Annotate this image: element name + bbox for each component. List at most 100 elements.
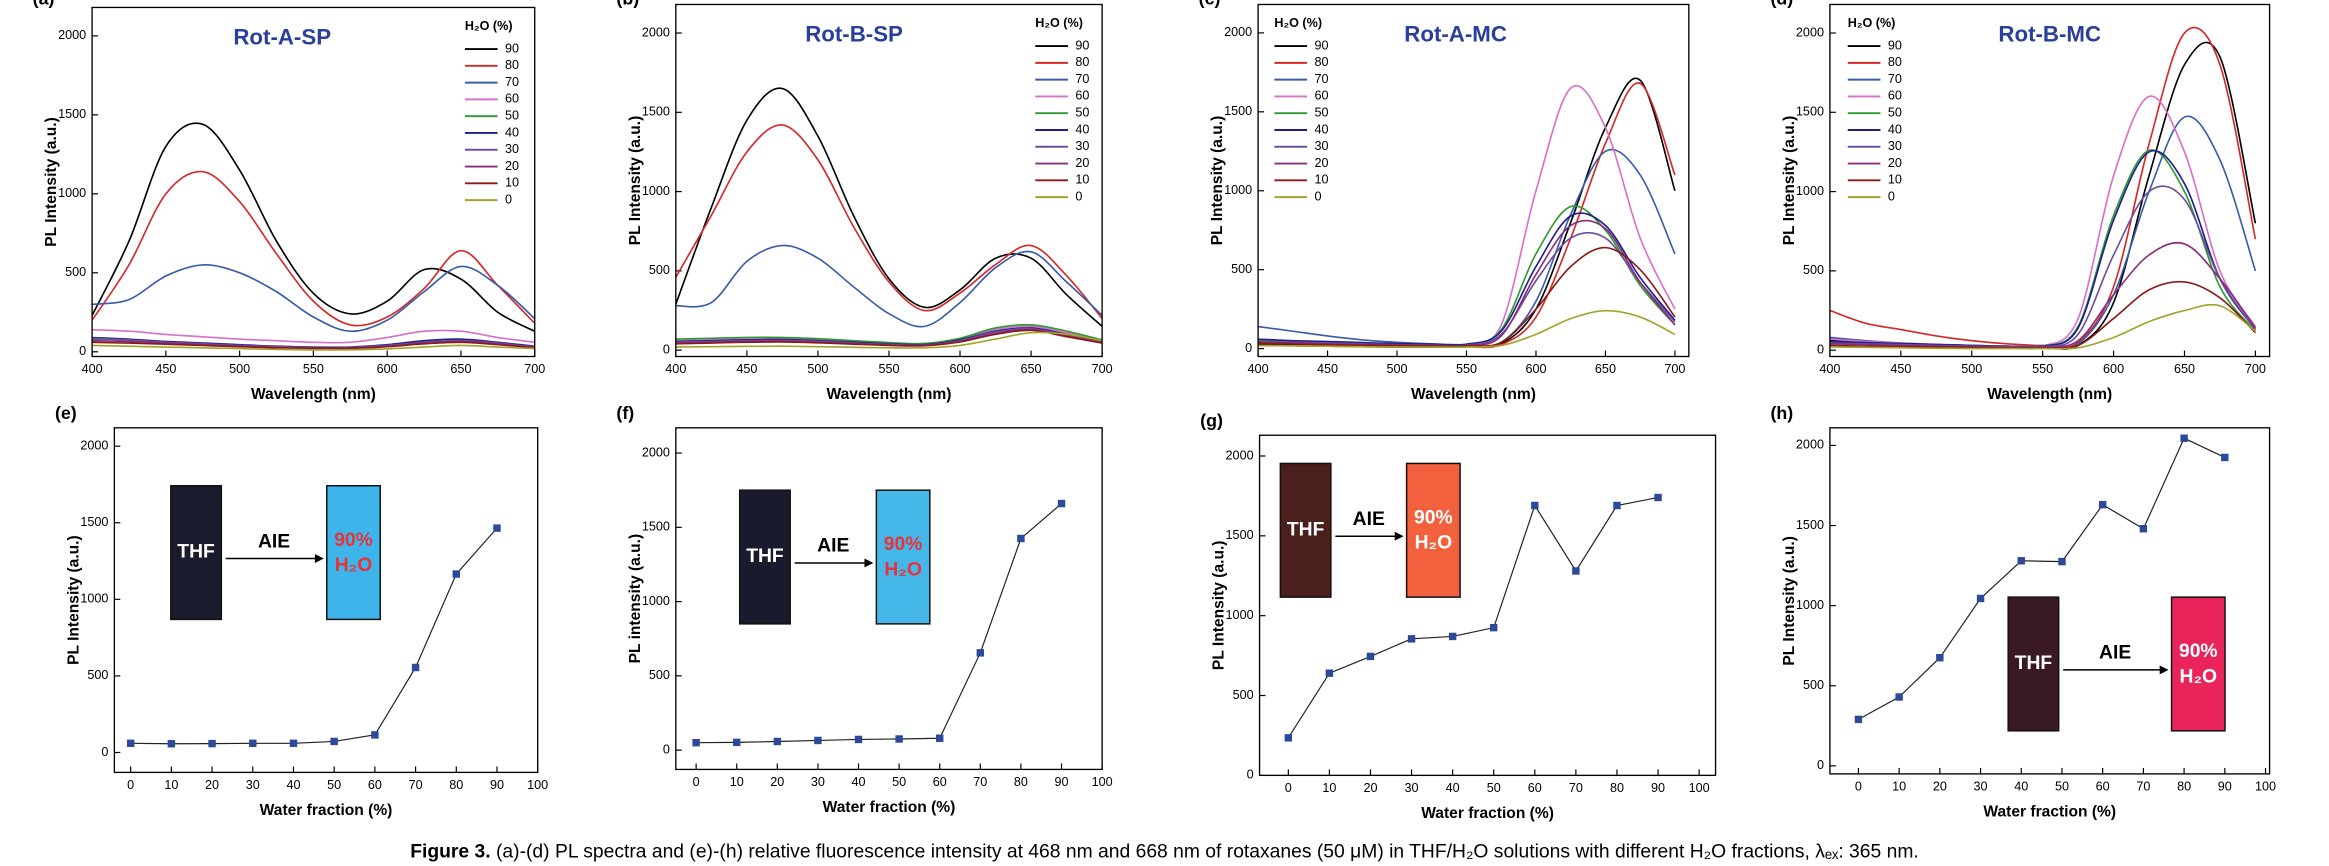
marker [2058, 557, 2066, 566]
y-tick-label: 1000 [1796, 598, 1824, 612]
series-line [675, 87, 1103, 327]
panel-label: (a) [33, 0, 55, 9]
chart-title: Rot-A-MC [1404, 22, 1507, 47]
x-tick-label: 400 [1248, 362, 1269, 376]
y-tick-label: 1500 [642, 520, 670, 534]
legend-label: 0 [1888, 189, 1895, 203]
marker [1572, 567, 1580, 575]
x-axis-label: Wavelength (nm) [251, 386, 376, 403]
legend-label: 20 [1315, 156, 1329, 170]
x-tick-label: 500 [807, 362, 828, 376]
x-tick-label: 500 [1961, 362, 1982, 376]
y-tick-label: 0 [663, 342, 670, 356]
marker [208, 739, 216, 748]
x-axis-label: Water fraction (%) [260, 802, 393, 819]
marker [1936, 654, 1944, 662]
vial-dark [2007, 596, 2060, 732]
marker [1613, 501, 1621, 510]
y-tick-label: 1500 [1796, 105, 1824, 119]
series-line [91, 264, 536, 333]
panel-label: (d) [1771, 0, 1794, 9]
x-tick-label: 10 [1322, 781, 1336, 795]
inset-to: 90% [1414, 508, 1453, 529]
x-tick-label: 100 [1689, 781, 1710, 795]
series-line [1829, 241, 2257, 349]
plot-frame [113, 427, 539, 774]
plot-frame [1257, 3, 1690, 358]
panel-label: (b) [616, 0, 639, 9]
legend-label: 0 [1315, 189, 1322, 203]
legend-label: 60 [505, 92, 519, 106]
legend-label: 60 [1075, 89, 1089, 103]
series-line [91, 170, 536, 327]
series-line [91, 122, 536, 332]
x-tick-label: 450 [736, 362, 757, 376]
y-tick-label: 2000 [642, 25, 670, 39]
series-line [696, 503, 1062, 744]
y-tick-label: 1500 [642, 105, 670, 119]
inset-to: 90% [884, 534, 923, 555]
inset-from: THF [177, 542, 215, 563]
y-tick-label: 500 [1233, 688, 1254, 702]
x-tick-label: 70 [973, 775, 987, 789]
marker [2017, 557, 2025, 565]
series-line [130, 527, 498, 745]
x-axis-label: Wavelength (nm) [827, 386, 952, 403]
marker [976, 649, 985, 657]
legend-label: 30 [505, 142, 519, 156]
legend-title: H₂O (%) [465, 19, 513, 33]
x-tick-label: 60 [1528, 781, 1542, 795]
x-tick-label: 700 [524, 362, 545, 376]
series-line [1258, 212, 1676, 346]
marker [733, 738, 741, 747]
inset-arrow-label: AIE [2099, 643, 2131, 664]
inset-to: 90% [334, 530, 373, 551]
series-line [1829, 149, 2257, 349]
x-tick-label: 30 [246, 778, 260, 792]
y-tick-label: 0 [1817, 342, 1824, 356]
legend-label: 70 [505, 75, 519, 89]
plot-frame [675, 427, 1103, 771]
chart-title: Rot-B-SP [805, 22, 903, 47]
legend-label: 80 [1075, 55, 1089, 69]
marker [411, 663, 420, 672]
x-axis-label: Wavelength (nm) [1411, 386, 1536, 403]
x-tick-label: 90 [2218, 780, 2232, 794]
marker [1854, 715, 1863, 724]
x-tick-label: 80 [2177, 780, 2191, 794]
x-tick-label: 0 [127, 778, 134, 792]
marker [1057, 499, 1066, 508]
y-tick-label: 500 [649, 263, 670, 277]
vial-bright [2170, 596, 2226, 732]
legend-label: 90 [1075, 38, 1089, 52]
legend-label: 10 [1888, 173, 1902, 187]
inset-arrow-label: AIE [1353, 509, 1385, 530]
marker [249, 739, 257, 748]
inset-arrow-label: AIE [258, 531, 290, 552]
x-tick-label: 90 [1055, 775, 1069, 789]
marker [1407, 635, 1416, 643]
series-line [675, 329, 1103, 347]
x-tick-label: 50 [1487, 781, 1501, 795]
inset-from: THF [1287, 519, 1325, 540]
y-tick-label: 2000 [1226, 448, 1254, 462]
legend-label: 20 [505, 159, 519, 173]
legend-label: 10 [1315, 173, 1329, 187]
y-tick-label: 2000 [80, 439, 108, 453]
legend-label: 80 [1315, 55, 1329, 69]
legend-label: 90 [1888, 38, 1902, 52]
marker [371, 731, 379, 739]
y-axis-label: PL intensity (a.u.) [627, 534, 644, 664]
x-tick-label: 100 [527, 778, 548, 792]
x-tick-label: 650 [450, 362, 471, 376]
y-tick-label: 500 [1231, 262, 1252, 276]
marker [1976, 594, 1985, 603]
x-tick-label: 600 [1525, 362, 1546, 376]
marker [1366, 652, 1375, 661]
y-tick-label: 0 [101, 745, 108, 759]
legend-label: 90 [1315, 38, 1329, 52]
marker [167, 740, 176, 748]
y-tick-label: 0 [663, 742, 670, 756]
x-tick-label: 60 [933, 775, 947, 789]
legend-label: 60 [1888, 89, 1902, 103]
